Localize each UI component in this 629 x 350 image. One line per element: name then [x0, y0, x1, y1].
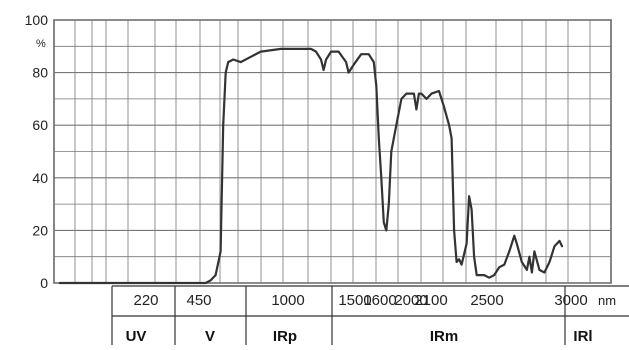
transmission-curve	[58, 47, 564, 285]
x-tick-label: 2500	[470, 292, 503, 309]
x-tick-label: 1600	[363, 292, 396, 309]
y-tick-label: 40	[32, 170, 48, 186]
band-label: IRm	[430, 328, 458, 345]
band-label: IRl	[573, 328, 592, 345]
x-tick-label: 220	[133, 292, 158, 309]
x-tick-label: 2000	[394, 292, 427, 309]
y-unit-label: %	[36, 38, 46, 50]
band-label: V	[205, 328, 215, 345]
y-tick-label: 100	[25, 12, 49, 28]
y-tick-label: 20	[32, 222, 48, 238]
x-tick-label: 450	[186, 292, 211, 309]
y-tick-label: 60	[32, 117, 48, 133]
y-tick-label: 0	[40, 275, 48, 291]
x-tick-label: 1500	[338, 292, 371, 309]
band-label: UV	[126, 328, 147, 345]
band-label: IRp	[273, 328, 297, 345]
x-tick-label: 3000	[554, 292, 587, 309]
x-tick-label: 2100	[414, 292, 447, 309]
x-unit-label: nm	[598, 293, 616, 308]
x-tick-label: 1000	[271, 292, 304, 309]
y-tick-label: 80	[32, 65, 48, 81]
